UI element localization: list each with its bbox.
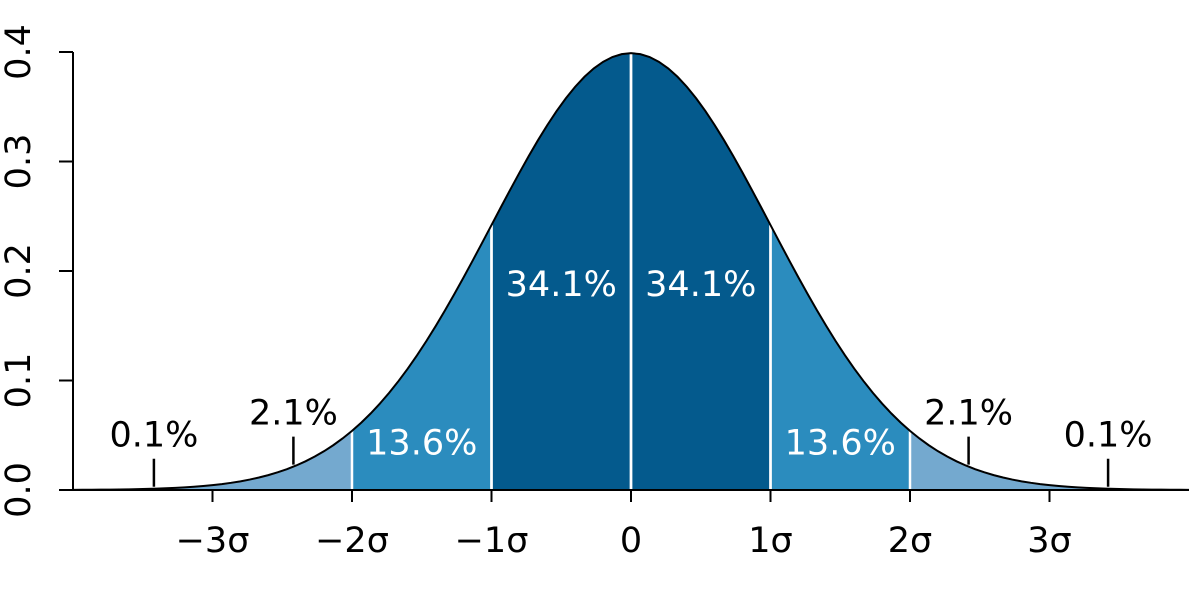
region [910, 430, 1050, 490]
region-label: 2.1% [924, 394, 1013, 434]
x-tick-label: −1σ [455, 521, 529, 561]
region-label: 0.1% [1064, 416, 1153, 456]
region [491, 53, 631, 490]
region-label: 34.1% [645, 265, 756, 305]
x-tick-label: −2σ [315, 521, 389, 561]
x-tick-label: 1σ [748, 521, 792, 561]
x-tick-label: 3σ [1027, 521, 1071, 561]
y-tick-label: 0.2 [0, 243, 39, 299]
x-tick-label: −3σ [176, 521, 250, 561]
y-tick-label: 0.0 [0, 462, 39, 518]
region-label: 34.1% [506, 265, 617, 305]
curve [72, 52, 1190, 491]
y-tick-label: 0.3 [0, 134, 39, 190]
y-tick-label: 0.4 [0, 24, 39, 80]
x-tick-label: 2σ [888, 521, 932, 561]
region [1049, 485, 1189, 490]
region [631, 53, 771, 490]
region [73, 485, 213, 490]
region-label: 13.6% [785, 423, 896, 463]
x-tick-label: 0 [620, 521, 642, 561]
region-label: 2.1% [249, 394, 338, 434]
region [212, 430, 352, 490]
y-tick-label: 0.1 [0, 353, 39, 409]
region-label: 0.1% [109, 416, 198, 456]
region-label: 13.6% [366, 423, 477, 463]
